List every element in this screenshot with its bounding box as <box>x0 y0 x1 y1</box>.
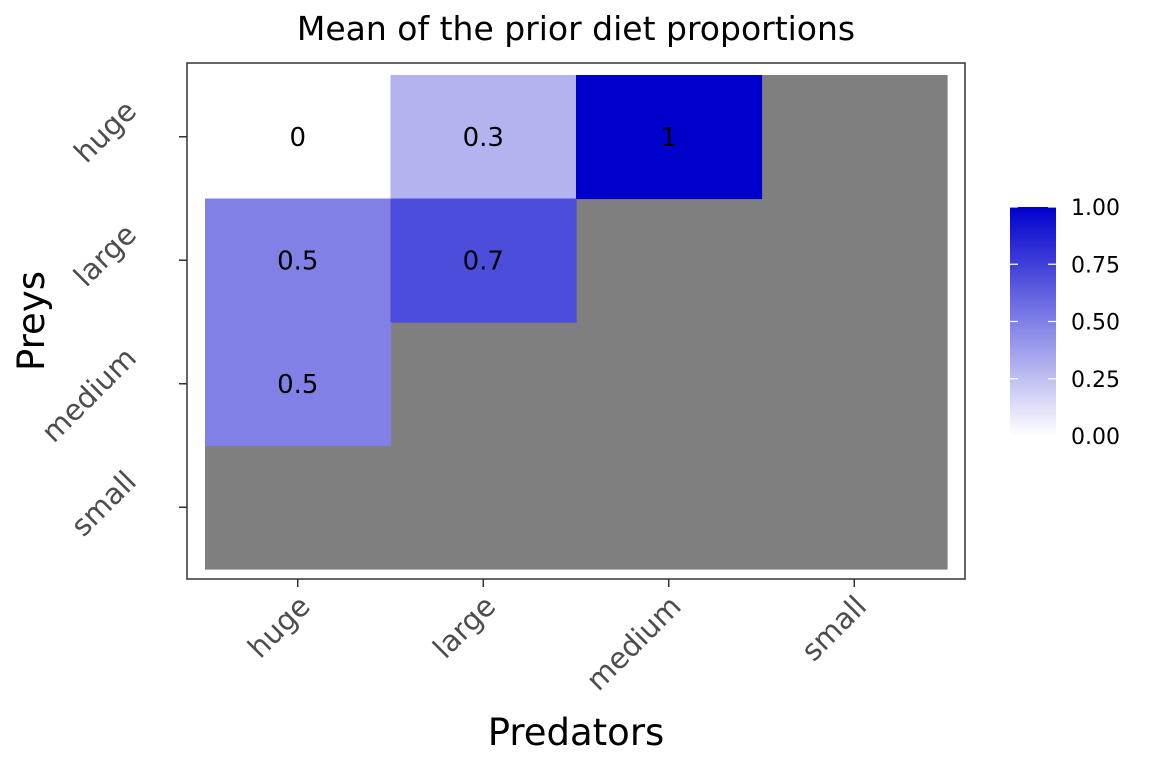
chart-title: Mean of the prior diet proportions <box>297 9 855 48</box>
legend-label: 0.75 <box>1071 253 1120 278</box>
heatmap-cell-na <box>390 445 577 570</box>
y-tick-label: huge <box>67 94 143 170</box>
x-axis: huge large medium small <box>241 579 873 697</box>
y-axis-title: Preys <box>10 271 53 371</box>
heatmap-cell-na <box>761 75 948 200</box>
cell-value-label: 0.5 <box>277 370 318 400</box>
x-tick-label: large <box>426 589 502 665</box>
plot-border <box>186 62 966 580</box>
heatmap-cell <box>205 198 392 323</box>
x-tick-label: small <box>795 589 874 668</box>
heatmap-cell-na <box>761 198 948 323</box>
heatmap-cell-na <box>576 445 763 570</box>
legend-label: 0.25 <box>1071 368 1120 393</box>
legend-label: 0.00 <box>1071 425 1120 450</box>
y-tick-label: small <box>64 464 143 543</box>
y-tick-label: large <box>67 217 143 293</box>
legend-label: 0.50 <box>1071 311 1120 336</box>
heatmap-cell-na <box>390 322 577 447</box>
heatmap-cell <box>205 322 392 447</box>
heatmap-cell-na <box>205 445 392 570</box>
x-tick-label: medium <box>579 589 687 697</box>
heatmap-cell-na <box>576 198 763 323</box>
x-tick-label: huge <box>241 589 317 665</box>
cell-value-label: 0.7 <box>463 246 504 276</box>
heatmap-cell <box>390 198 577 323</box>
heatmap-cell <box>576 75 763 200</box>
cell-value-label: 0 <box>289 123 306 153</box>
plot-panel: 0 0.3 1 0.5 0.7 0.5 <box>205 75 948 570</box>
heatmap-cell-na <box>576 322 763 447</box>
x-axis-title: Predators <box>488 711 665 754</box>
legend-label: 1.00 <box>1071 196 1120 221</box>
cell-value-label: 1 <box>660 123 677 153</box>
heatmap-cell-na <box>761 322 948 447</box>
cell-value-label: 0.3 <box>463 123 504 153</box>
color-legend: 0.00 0.25 0.50 0.75 1.00 <box>1010 196 1120 450</box>
heatmap-cell <box>390 75 577 200</box>
heatmap-cell <box>205 75 392 200</box>
cell-value-label: 0.5 <box>277 246 318 276</box>
heatmap-cell-na <box>761 445 948 570</box>
